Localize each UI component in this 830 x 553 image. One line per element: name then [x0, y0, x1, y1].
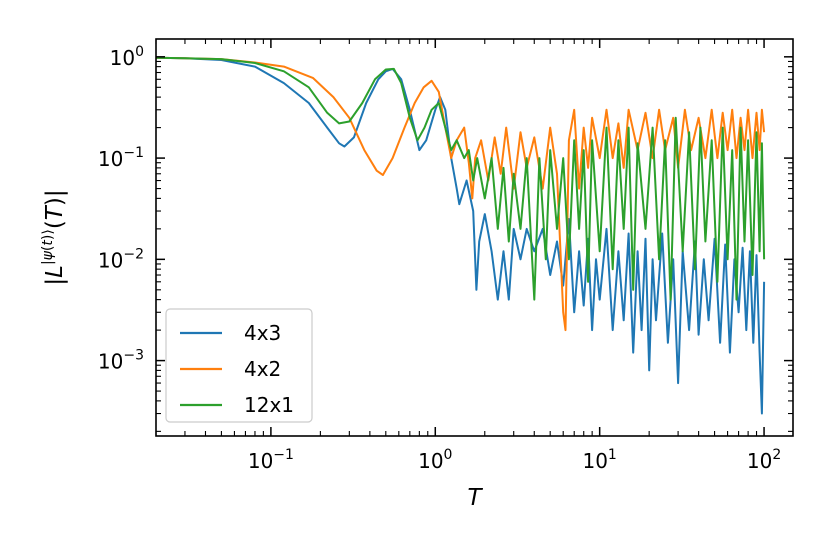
- legend: 4x3 4x2 12x1: [165, 308, 313, 423]
- y-tick-label: 100: [110, 44, 144, 70]
- legend-label-4x3: 4x3: [244, 321, 281, 345]
- legend-label-4x2: 4x2: [244, 357, 281, 381]
- series-line-4x2: [156, 56, 766, 332]
- x-axis-label: T: [467, 485, 483, 511]
- x-tick-label: 101: [582, 447, 616, 473]
- legend-box: [165, 308, 313, 423]
- ticks-layer: [155, 39, 793, 436]
- y-axis-label: |L|ψ(t)⟩(T)|: [40, 189, 68, 285]
- series-layer: [156, 56, 766, 415]
- y-tick-label: 10−1: [98, 145, 144, 171]
- x-tick-label: 100: [418, 447, 452, 473]
- series-line-12x1: [156, 56, 766, 301]
- tick-labels-layer: 10−1 100 101 102 100 10−1 10−2 10−3: [98, 44, 781, 473]
- legend-entries: 4x3 4x2 12x1: [180, 321, 294, 417]
- y-tick-label: 10−3: [98, 348, 144, 374]
- y-tick-label: 10−2: [98, 246, 144, 272]
- series-line-4x3: [156, 56, 766, 415]
- x-tick-label: 10−1: [248, 447, 294, 473]
- x-tick-label: 102: [747, 447, 781, 473]
- plot-frame: [155, 38, 794, 437]
- legend-label-12x1: 12x1: [244, 393, 294, 417]
